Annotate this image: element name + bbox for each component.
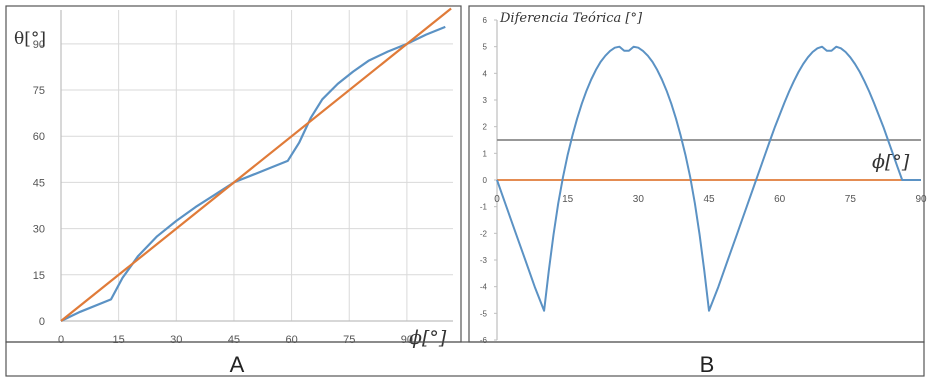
label-strip [5,341,925,377]
panel-label-a: A [230,352,245,377]
chart-a-x-tick-label: 90 [401,334,413,346]
chart-b-series-blue-line [496,45,921,312]
chart-a-x-tick-label: 75 [343,334,355,346]
chart-a-y-tick-label: 30 [33,224,45,236]
chart-b-y-tick-label: -5 [480,309,488,318]
chart-b-y-tick-label: 4 [483,69,488,78]
chart-a-x-tick-label: 30 [170,334,182,346]
chart-b-x-tick-label: 15 [562,194,574,205]
chart-a-x-tick-label: 60 [285,334,297,346]
chart-a-grid [60,10,453,322]
chart-a-series-orange-line [60,7,452,322]
chart-b-x-tick-label: 60 [774,194,786,205]
chart-b-y-tick-label: -6 [480,336,488,345]
chart-b-y-tick-label: 6 [483,16,488,25]
chart-a-x-tick-label: 0 [58,334,64,346]
chart-b-tick-labels: 6 5 4 3 2 1 0 -1 -2 -3 -4 -5 -6 0 15 30 45 60 75 90 [480,16,927,345]
chart-b-xlabel: ϕ[°] [872,151,910,173]
chart-b-y-tick-label: 0 [483,176,488,185]
chart-b-series [496,45,921,312]
chart-a-y-tick-label: 0 [39,316,45,328]
chart-b-y-tick-label: -4 [480,283,488,292]
chart-b: 6 5 4 3 2 1 0 -1 -2 -3 -4 -5 -6 0 15 30 45 60 75 90 Diferen… [468,5,927,345]
chart-a-ylabel: θ[°] [14,29,46,49]
chart-a-series [60,7,452,322]
chart-a-y-tick-label: 75 [33,85,45,97]
chart-a-tick-labels: 0 15 30 45 60 75 90 0 15 30 45 60 75 90 [33,39,413,346]
chart-a-y-tick-label: 60 [33,131,45,143]
chart-b-y-tick-label: -1 [480,203,488,212]
chart-a-y-tick-label: 90 [33,39,45,51]
chart-b-y-tick-label: 3 [483,96,488,105]
chart-a: 0 15 30 45 60 75 90 0 15 30 45 60 75 90 θ[°] ϕ[°] [5,5,462,349]
chart-b-y-tick-label: -3 [480,256,488,265]
chart-b-y-tick-label: -2 [480,229,488,238]
panel-label-b: B [700,352,715,377]
chart-a-x-tick-label: 45 [228,334,240,346]
chart-b-y-tick-label: 1 [483,149,488,158]
chart-b-x-tick-label: 45 [703,194,715,205]
chart-b-x-tick-label: 0 [494,194,500,205]
chart-b-x-tick-label: 90 [915,194,927,205]
chart-b-title: Diferencia Teórica [°] [499,11,643,26]
chart-b-y-tick-label: 2 [483,123,488,132]
chart-b-x-tick-label: 30 [633,194,645,205]
chart-a-y-tick-label: 15 [33,270,45,282]
chart-b-y-tick-label: 5 [483,43,488,52]
chart-a-xlabel: ϕ[°] [409,327,447,349]
chart-a-x-tick-label: 15 [113,334,125,346]
chart-a-y-tick-label: 45 [33,177,45,189]
chart-b-x-tick-label: 75 [845,194,857,205]
